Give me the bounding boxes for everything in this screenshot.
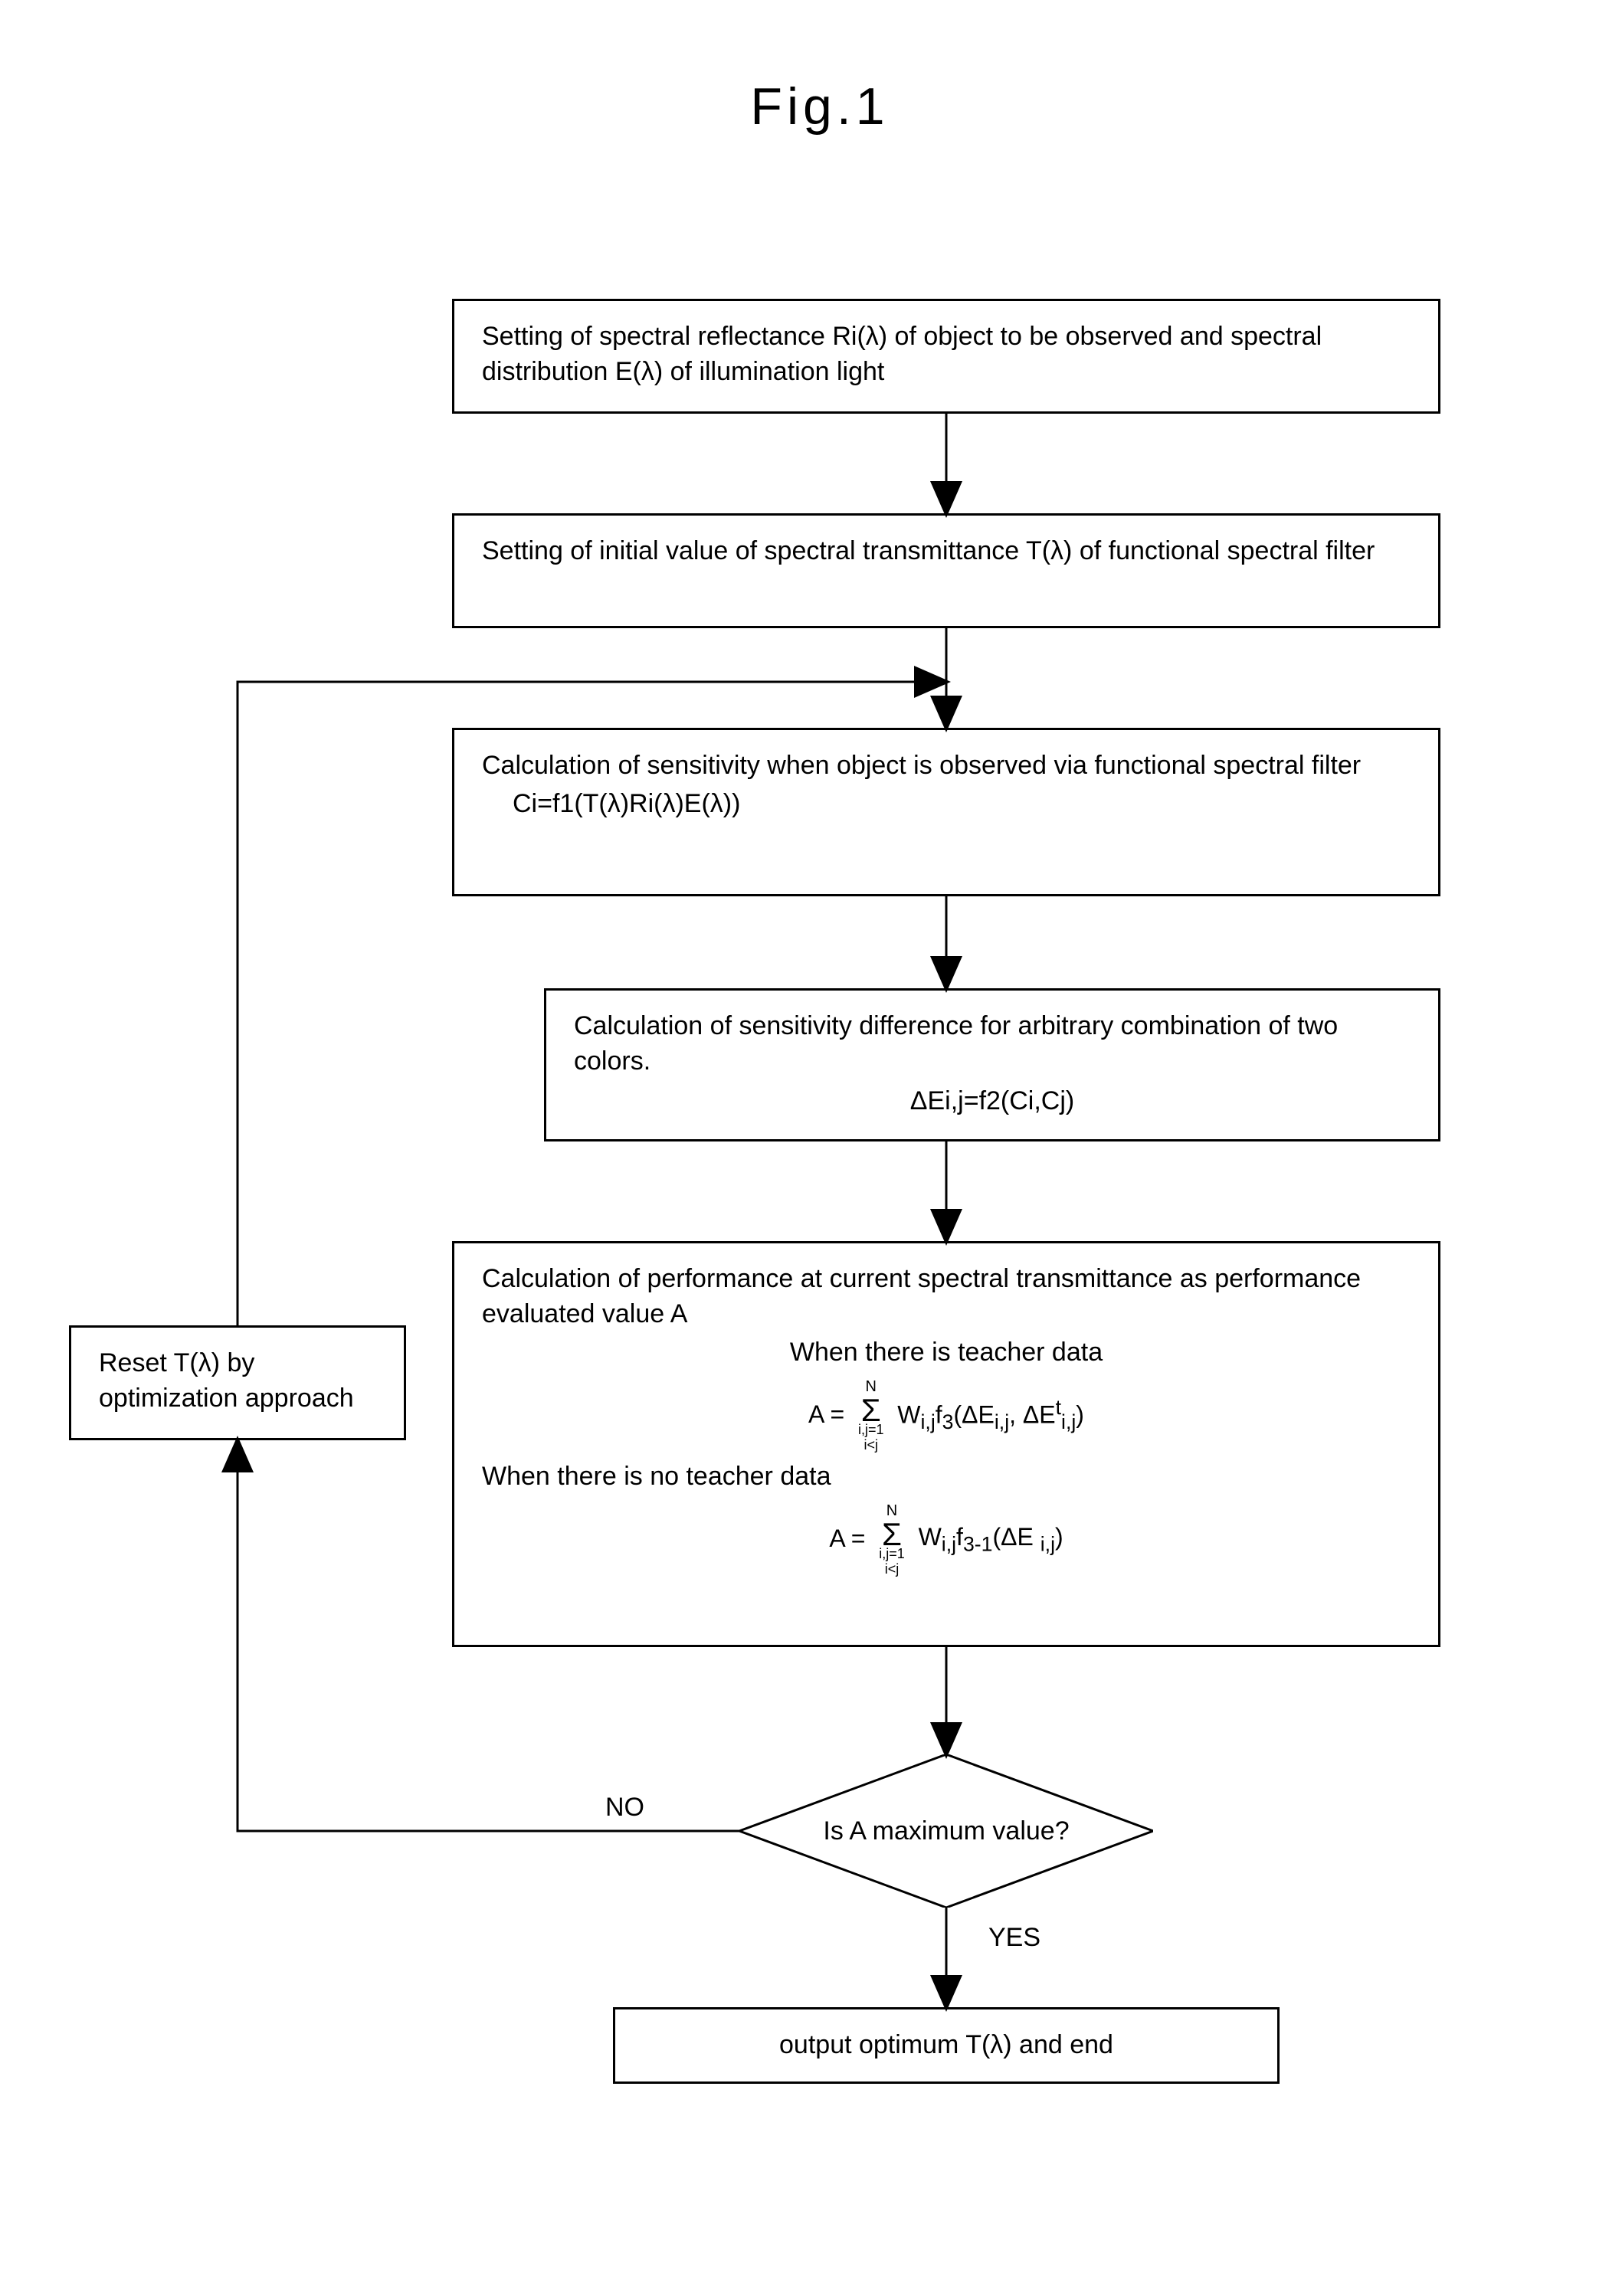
process-text: Calculation of sensitivity difference fo… xyxy=(574,1009,1411,1079)
process-text: output optimum T(λ) and end xyxy=(779,2030,1113,2059)
process-box-calc-sensitivity: Calculation of sensitivity when object i… xyxy=(452,728,1440,896)
edge-label-yes: YES xyxy=(988,1923,1040,1953)
decision-text: Is A maximum value? xyxy=(739,1754,1153,1908)
process-box-calc-diff: Calculation of sensitivity difference fo… xyxy=(544,988,1440,1141)
formula-text: ΔEi,j=f2(Ci,Cj) xyxy=(574,1084,1411,1119)
process-box-reset: Reset T(λ) by optimization approach xyxy=(69,1325,406,1440)
process-text: Setting of spectral reflectance Ri(λ) of… xyxy=(482,322,1322,386)
process-text: Calculation of sensitivity when object i… xyxy=(482,748,1411,784)
process-text: Calculation of performance at current sp… xyxy=(482,1262,1411,1332)
process-box-setting-initial: Setting of initial value of spectral tra… xyxy=(452,513,1440,628)
figure-title: Fig.1 xyxy=(15,77,1609,136)
case-label: When there is no teacher data xyxy=(482,1459,1411,1495)
formula-1: A = N Σ i,j=1 i<j Wi,jf3(ΔEi,j, ΔEti,j) xyxy=(482,1377,1411,1453)
formula-text: Ci=f1(T(λ)Ri(λ)E(λ)) xyxy=(513,787,1411,822)
case-label: When there is teacher data xyxy=(482,1335,1411,1371)
flowchart-page: Fig.1 Setting of spectral reflectance Ri… xyxy=(15,31,1609,2265)
process-box-setting-reflectance: Setting of spectral reflectance Ri(λ) of… xyxy=(452,299,1440,414)
process-text: Reset T(λ) by optimization approach xyxy=(99,1348,354,1413)
process-box-output: output optimum T(λ) and end xyxy=(613,2007,1280,2084)
formula-2: A = N Σ i,j=1 i<j Wi,jf3-1(ΔE i,j) xyxy=(482,1501,1411,1577)
process-text: Setting of initial value of spectral tra… xyxy=(482,536,1375,565)
decision-diamond: Is A maximum value? xyxy=(739,1754,1153,1908)
process-box-calc-performance: Calculation of performance at current sp… xyxy=(452,1241,1440,1647)
edge-label-no: NO xyxy=(605,1793,644,1823)
